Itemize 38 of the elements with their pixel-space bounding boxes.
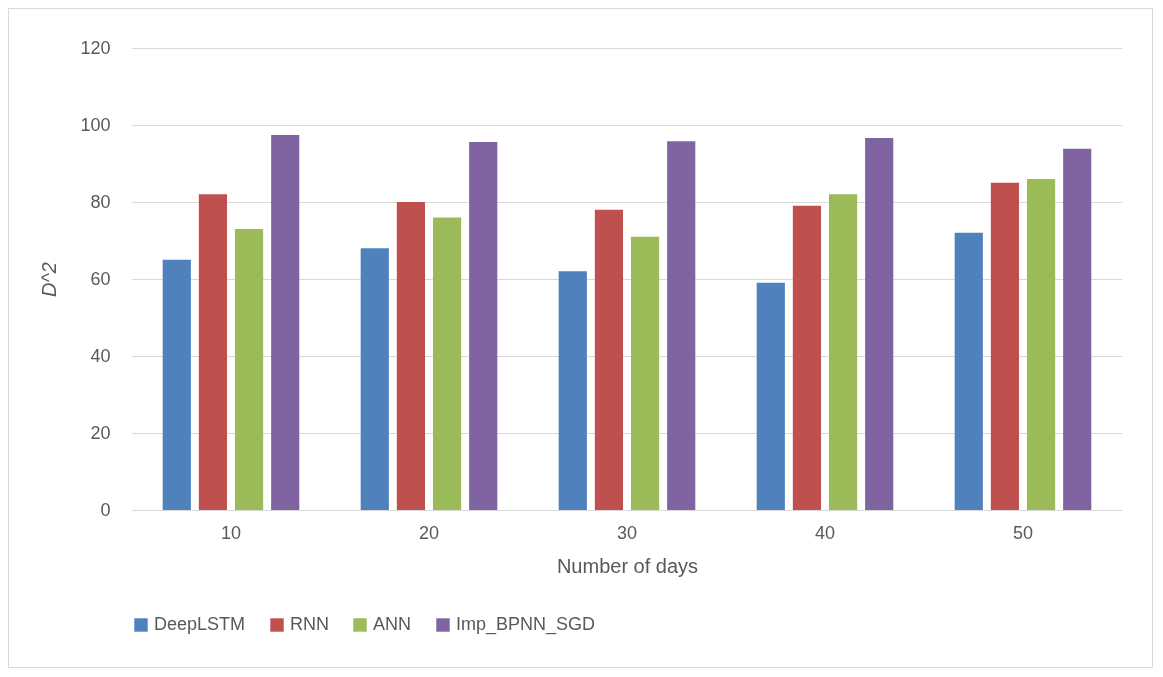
x-axis-title: Number of days xyxy=(556,554,699,577)
bar xyxy=(990,182,1020,510)
bar xyxy=(432,217,462,510)
bar xyxy=(271,135,300,510)
bar xyxy=(234,228,264,510)
y-tick-label: 0 xyxy=(100,499,111,520)
bar xyxy=(630,236,660,510)
y-tick-label: 40 xyxy=(90,345,111,366)
bar xyxy=(396,202,426,510)
x-tick-label: 30 xyxy=(616,522,638,543)
bar xyxy=(1026,178,1056,510)
bar xyxy=(792,205,822,510)
y-tick-label: 120 xyxy=(80,37,111,58)
x-tick-label: 10 xyxy=(220,522,242,543)
bar xyxy=(954,232,983,510)
y-tick-label: 60 xyxy=(90,268,111,289)
x-tick-label: 50 xyxy=(1012,522,1034,543)
bar xyxy=(558,271,587,510)
bar xyxy=(198,194,228,510)
y-tick-label: 80 xyxy=(90,191,111,212)
bar xyxy=(865,138,894,510)
bar xyxy=(360,248,389,510)
x-tick-label: 20 xyxy=(418,522,440,543)
legend-label: Imp_BPNN_SGD xyxy=(456,614,596,635)
legend-label: ANN xyxy=(373,614,412,634)
bar xyxy=(469,141,498,510)
bar xyxy=(667,141,696,510)
y-tick-label: 20 xyxy=(90,422,111,443)
x-tick-label: 40 xyxy=(814,522,836,543)
bar xyxy=(756,282,785,510)
legend-label: DeepLSTM xyxy=(154,614,246,634)
bar xyxy=(1063,148,1092,510)
legend-label: RNN xyxy=(290,614,329,634)
bar xyxy=(828,194,858,510)
y-axis-title: D^2 xyxy=(38,262,61,297)
y-tick-label: 100 xyxy=(80,114,111,135)
bar xyxy=(594,209,624,510)
bar xyxy=(162,259,191,510)
